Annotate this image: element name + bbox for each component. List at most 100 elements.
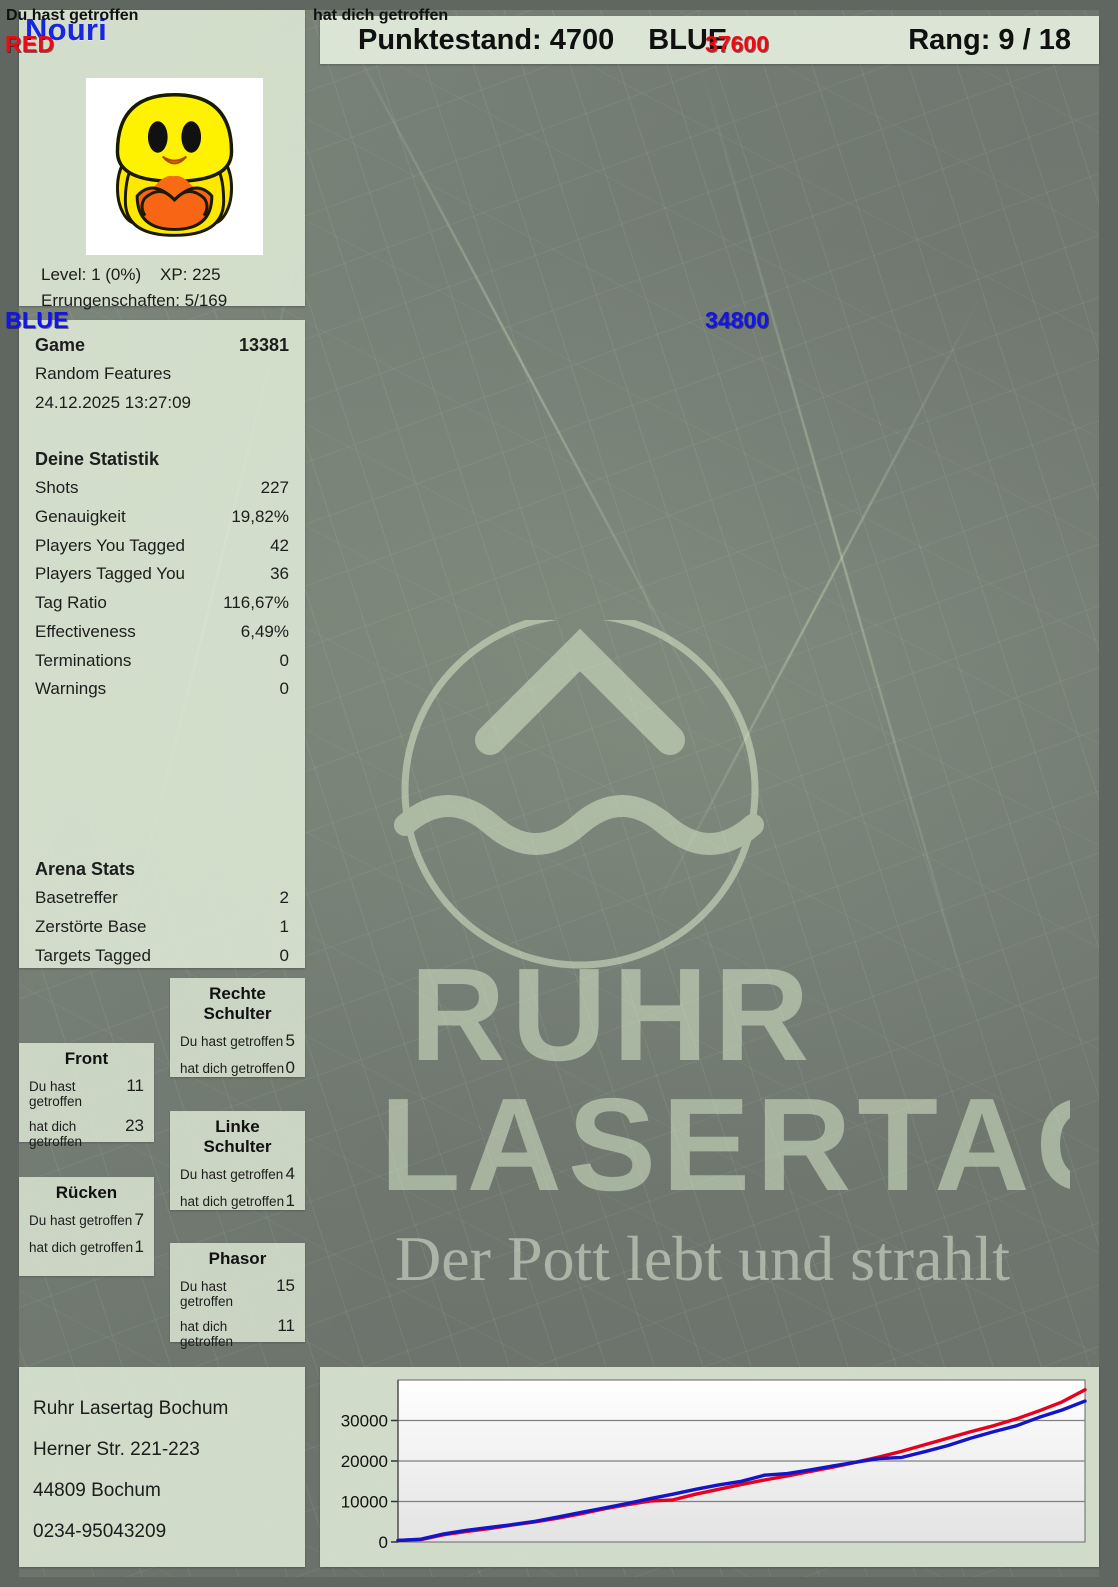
venue-address-card: Ruhr Lasertag Bochum Herner Str. 221-223 4… [19, 1367, 305, 1567]
frame-right-edge [1099, 0, 1118, 1587]
bodypart-title: Rücken [55, 1183, 118, 1202]
bodypart-gothit-label: hat dich getroffen [29, 1119, 83, 1149]
header-bar: Punktestand: 4700 BLUE Rang: 9 / 18 [320, 16, 1099, 64]
bodypart-hit-row: Du hast getroffen 15 [180, 1276, 295, 1309]
ytick-label-10000: 10000 [341, 1493, 388, 1512]
bodypart-box-ruecken: Rücken Du hast getroffen 7 hat dich getroff… [19, 1177, 154, 1276]
bodypart-gothit-row: hat dich getroffen 23 [29, 1116, 144, 1149]
bodypart-box-rechte-schulter: Rechte Schulter Du hast getroffen 5 hat dic… [170, 978, 305, 1077]
stat-value: 0 [279, 650, 289, 670]
header-team: BLUE [648, 23, 728, 56]
stat-value: 36 [270, 564, 289, 584]
game-mode-row: Random Features [35, 360, 289, 389]
bodypart-hit-label: Du hast getroffen [29, 1213, 133, 1228]
stat-value: 2 [279, 888, 289, 908]
arena-stat-row: Basetreffer 2 [35, 884, 289, 913]
bodypart-box-front: Front Du hast getroffen 11 hat dich getroff… [19, 1043, 154, 1149]
bodypart-hit-label: Du hast getroffen [29, 1079, 83, 1109]
score-progression-chart: 0 10000 20000 30000 [341, 1379, 1087, 1552]
avatar[interactable] [86, 78, 263, 255]
stat-value: 227 [260, 478, 289, 498]
stat-label: Targets Tagged [35, 945, 151, 965]
venue-address-line: Herner Str. 221-223 [33, 1438, 200, 1460]
bodypart-gothit-value: 11 [277, 1316, 295, 1335]
bodypart-box-phasor: Phasor Du hast getroffen 15 hat dich getrof… [170, 1243, 305, 1349]
game-info-header: Game 13381 [35, 330, 289, 360]
your-stat-row: Players Tagged You 36 [35, 560, 289, 589]
ytick-label-30000: 30000 [341, 1412, 388, 1431]
bodypart-hit-label: Du hast getroffen [180, 1279, 234, 1309]
stat-value: 19,82% [231, 506, 289, 526]
your-stat-row: Terminations 0 [35, 647, 289, 676]
chart-series-blue [396, 1399, 1087, 1543]
stat-label: Players You Tagged [35, 535, 185, 555]
bodypart-hit-value: 4 [285, 1164, 295, 1183]
bodypart-gothit-row: hat dich getroffen 0 [180, 1058, 295, 1078]
game-id: 13381 [238, 335, 289, 355]
legend-you-hit: Du hast getroffen [6, 7, 139, 24]
bodypart-gothit-row: hat dich getroffen 11 [180, 1316, 295, 1349]
bodypart-title: Phasor [208, 1249, 267, 1268]
arena-stats-header: Arena Stats [35, 854, 289, 884]
yellow-chick-avatar-icon [86, 78, 263, 255]
stat-label: Warnings [35, 679, 107, 699]
team-header-blue: BLUE 34800 [0, 306, 779, 334]
your-stat-row: Genauigkeit 19,82% [35, 503, 289, 532]
arena-stat-row: Targets Tagged 0 [35, 942, 289, 971]
stat-label: Players Tagged You [35, 564, 185, 584]
stat-label: Effectiveness [35, 621, 136, 641]
stat-label: Terminations [35, 650, 132, 670]
game-mode: Random Features [35, 364, 172, 384]
game-label: Game [35, 335, 86, 355]
bodypart-gothit-value: 1 [134, 1237, 144, 1256]
bodypart-hit-label: Du hast getroffen [180, 1034, 284, 1049]
stat-label: Genauigkeit [35, 506, 126, 526]
bodypart-gothit-label: hat dich getroffen [29, 1240, 134, 1255]
bodypart-hit-value: 11 [126, 1076, 144, 1095]
stat-value: 1 [279, 917, 289, 937]
game-datetime-row: 24.12.2025 13:27:09 [35, 389, 289, 418]
bodypart-title: Linke Schulter [203, 1117, 272, 1156]
scoreboard-legend: Du hast getroffen hat dich getroffen [0, 0, 779, 30]
arena-stat-row: Zerstörte Base 1 [35, 913, 289, 942]
bodypart-gothit-value: 23 [125, 1116, 144, 1135]
stat-value: 6,49% [240, 621, 289, 641]
your-stat-row: Warnings 0 [35, 675, 289, 704]
stat-value: 0 [279, 679, 289, 699]
header-rank: Rang: 9 / 18 [908, 23, 1071, 56]
stat-label: Shots [35, 478, 79, 498]
team-total-score: 34800 [705, 307, 769, 333]
team-name: BLUE [5, 307, 69, 333]
venue-address-line: 0234-95043209 [33, 1520, 167, 1542]
bodypart-gothit-label: hat dich getroffen [180, 1061, 285, 1076]
frame-left-edge [0, 0, 19, 1587]
game-datetime: 24.12.2025 13:27:09 [35, 393, 191, 413]
your-stats-rows: Shots 227 Genauigkeit 19,82% Players You Tag… [35, 474, 289, 704]
player-name: Nouri [25, 12, 107, 47]
bodypart-gothit-value: 0 [285, 1058, 295, 1077]
bodypart-gothit-label: hat dich getroffen [180, 1194, 285, 1209]
player-card: Nouri Level: 1 (0%) XP: 225 Errungenscha… [19, 10, 305, 310]
bodypart-box-linke-schulter: Linke Schulter Du hast getroffen 4 hat dich… [170, 1111, 305, 1210]
spacer [35, 704, 289, 854]
header-score: Punktestand: 4700 [358, 23, 615, 56]
ytick-label-20000: 20000 [341, 1452, 388, 1471]
bodypart-hit-value: 5 [285, 1031, 295, 1050]
bodypart-title: Front [64, 1049, 109, 1068]
stat-value: 42 [270, 535, 289, 555]
bodypart-hit-row: Du hast getroffen 5 [180, 1031, 295, 1051]
bodypart-hit-label: Du hast getroffen [180, 1167, 284, 1182]
spacer [35, 418, 289, 444]
frame-top-edge [0, 0, 1118, 10]
team-name: RED [5, 31, 55, 57]
stat-label: Tag Ratio [35, 593, 107, 613]
arena-stats-rows: Basetreffer 2 Zerstörte Base 1 Targets Tagge… [35, 884, 289, 970]
bodypart-title: Rechte Schulter [203, 984, 272, 1023]
bodypart-gothit-label: hat dich getroffen [180, 1319, 234, 1349]
bodypart-gothit-value: 1 [285, 1191, 295, 1210]
arena-stats-title: Arena Stats [35, 859, 136, 879]
score-progression-chart-card: 0 10000 20000 30000 [320, 1367, 1099, 1567]
your-stat-row: Tag Ratio 116,67% [35, 589, 289, 618]
bodypart-gothit-row: hat dich getroffen 1 [29, 1237, 144, 1257]
stat-label: Zerstörte Base [35, 917, 147, 937]
